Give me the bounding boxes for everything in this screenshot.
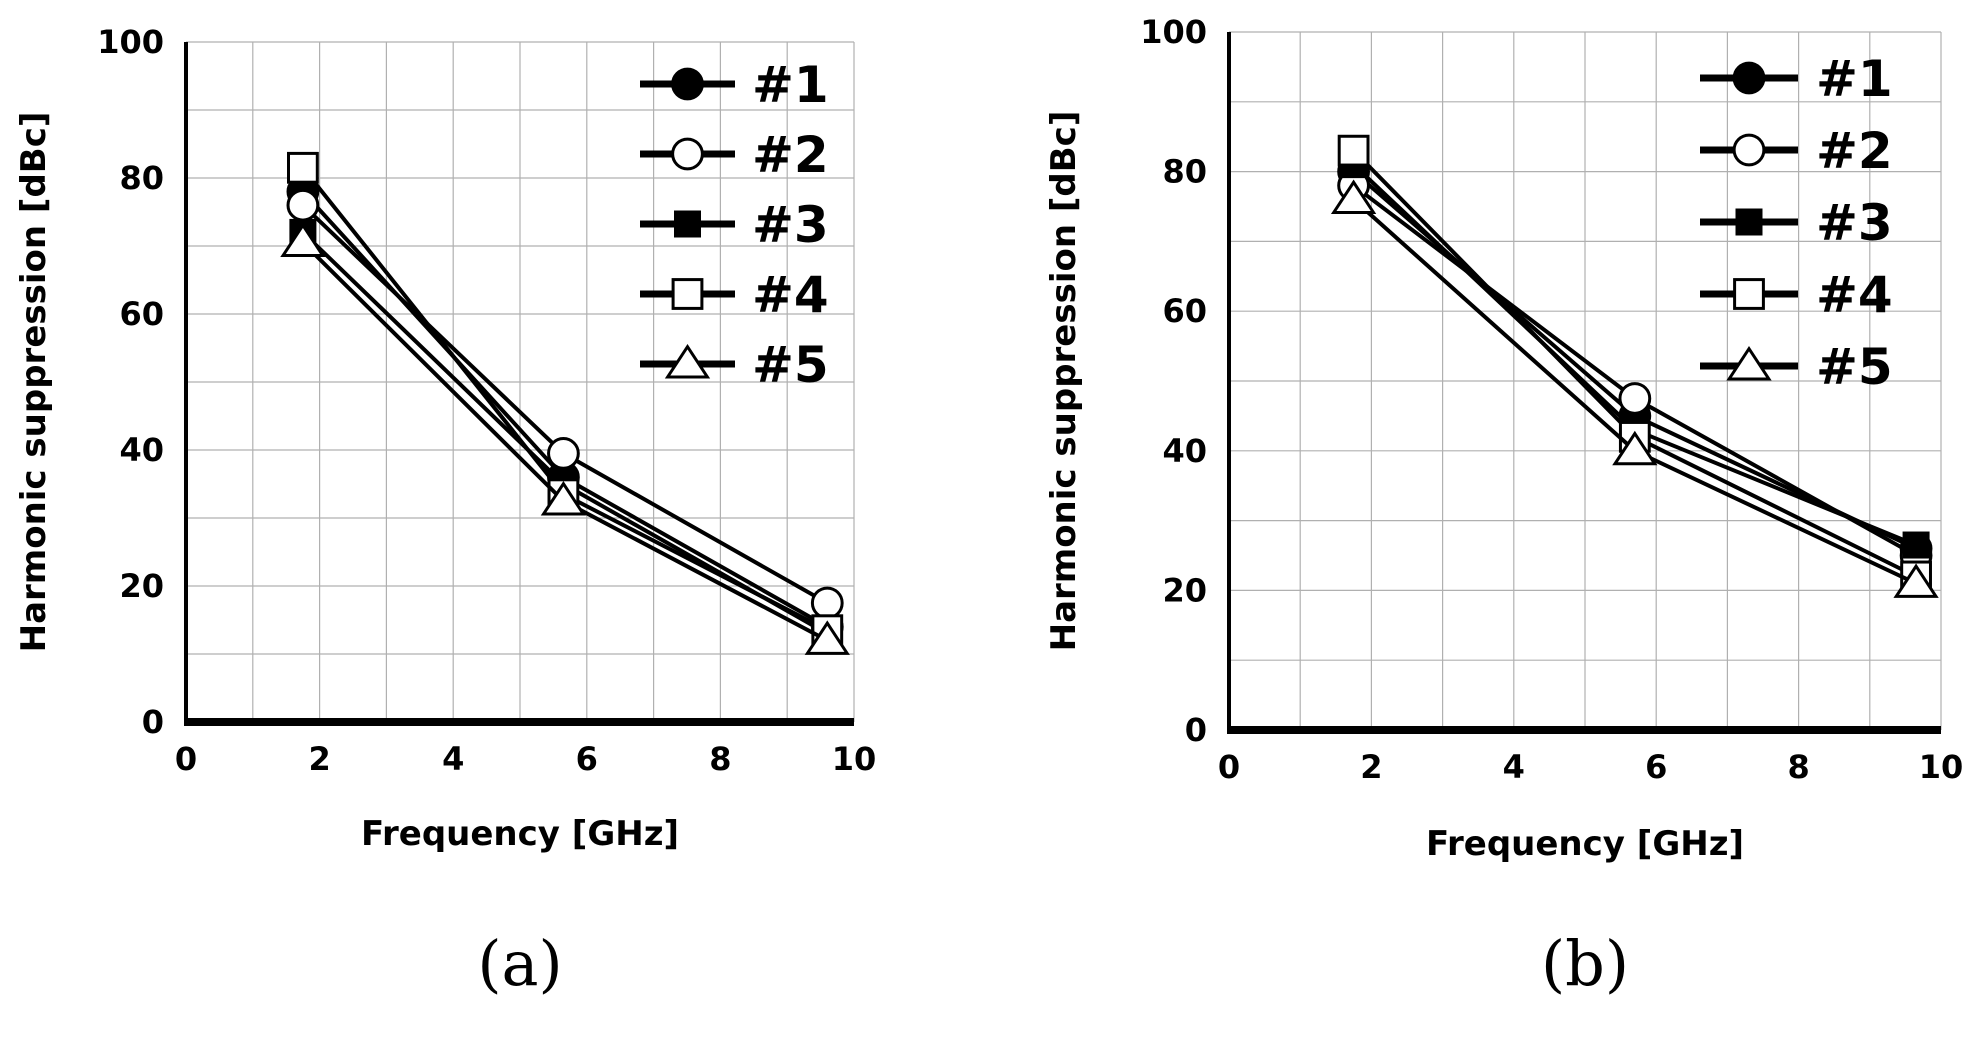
- legend-label: #5: [1816, 338, 1893, 396]
- series-5: [280, 222, 850, 655]
- x-tick-label: 2: [308, 740, 330, 778]
- legend-marker: [1732, 61, 1766, 95]
- y-tick-label: 0: [142, 703, 164, 741]
- data-point: [1893, 563, 1939, 598]
- panel-label: (b): [1541, 927, 1629, 1000]
- legend-marker: [1732, 133, 1766, 167]
- legend-marker: [671, 137, 704, 171]
- data-point: [1612, 430, 1658, 466]
- legend-marker: [671, 67, 704, 101]
- legend-label: #1: [1816, 50, 1893, 108]
- y-tick-label: 40: [1162, 432, 1207, 470]
- legend-marker: [1726, 345, 1772, 381]
- y-tick-label: 100: [97, 23, 164, 61]
- series-5: [1330, 179, 1939, 598]
- y-tick-label: 80: [1162, 153, 1207, 191]
- legend-item: #5: [1700, 338, 1893, 396]
- legend: #1 #2 #3 #4 #5: [1700, 50, 1893, 396]
- legend: #1 #2 #3 #4 #5: [640, 56, 829, 394]
- series-line: [301, 230, 829, 636]
- legend-label: #5: [752, 336, 829, 394]
- legend-marker: [664, 343, 711, 379]
- y-tick-label: 20: [1162, 571, 1207, 609]
- x-tick-label: 10: [832, 740, 877, 778]
- legend-marker: [674, 210, 701, 238]
- series-line: [301, 190, 829, 629]
- series-line: [301, 166, 829, 632]
- x-axis-label: Frequency [GHz]: [1426, 824, 1744, 864]
- legend-label: #1: [752, 56, 829, 114]
- x-tick-label: 0: [1218, 748, 1240, 786]
- x-tick-label: 2: [1360, 748, 1382, 786]
- legend-item: #2: [1700, 122, 1893, 180]
- y-axis-label: Harmonic suppression [dBc]: [1044, 111, 1084, 652]
- legend-marker: [1735, 208, 1763, 236]
- data-point: [540, 480, 587, 516]
- legend-marker: [1733, 278, 1765, 310]
- data-point: [280, 222, 326, 258]
- grid: [1228, 31, 1942, 731]
- data-point: [1902, 531, 1930, 559]
- legend-label: #4: [752, 266, 829, 324]
- x-axis-label: Frequency [GHz]: [361, 814, 679, 854]
- data-point: [804, 620, 850, 655]
- y-tick-label: 60: [1162, 292, 1207, 330]
- legend-label: #2: [752, 126, 829, 184]
- legend-label: #4: [1816, 266, 1893, 324]
- data-point: [286, 188, 320, 222]
- data-point: [1618, 382, 1652, 415]
- data-point: [287, 151, 319, 184]
- legend-item: #4: [640, 266, 829, 324]
- y-tick-label: 60: [119, 295, 164, 333]
- x-tick-label: 10: [1919, 748, 1964, 786]
- legend-label: #3: [1816, 194, 1893, 252]
- x-tick-label: 6: [1645, 748, 1667, 786]
- y-tick-label: 20: [119, 567, 164, 605]
- legend-item: #2: [640, 126, 829, 184]
- y-axis-label: Harmonic suppression [dBc]: [14, 112, 54, 653]
- data-point: [1330, 179, 1377, 214]
- legend-item: #1: [640, 56, 829, 114]
- y-tick-label: 80: [119, 159, 164, 197]
- y-tick-label: 0: [1185, 711, 1207, 749]
- legend-item: #5: [640, 336, 829, 394]
- legend-marker: [671, 278, 704, 310]
- x-tick-label: 4: [1503, 748, 1525, 786]
- legend-item: #4: [1700, 266, 1893, 324]
- y-tick-label: 100: [1140, 13, 1207, 51]
- x-tick-label: 0: [175, 740, 197, 778]
- x-tick-label: 8: [709, 740, 731, 778]
- legend-item: #3: [640, 196, 829, 254]
- data-point: [547, 437, 580, 470]
- legend-label: #3: [752, 196, 829, 254]
- legend-item: #1: [1700, 50, 1893, 108]
- x-tick-label: 8: [1787, 748, 1809, 786]
- y-tick-label: 40: [119, 431, 164, 469]
- panel-label: (a): [477, 927, 562, 1000]
- legend-label: #2: [1816, 122, 1893, 180]
- data-point: [810, 586, 844, 620]
- legend-item: #3: [1700, 194, 1893, 252]
- data-point: [1337, 134, 1370, 167]
- x-tick-label: 4: [442, 740, 464, 778]
- x-tick-label: 6: [576, 740, 598, 778]
